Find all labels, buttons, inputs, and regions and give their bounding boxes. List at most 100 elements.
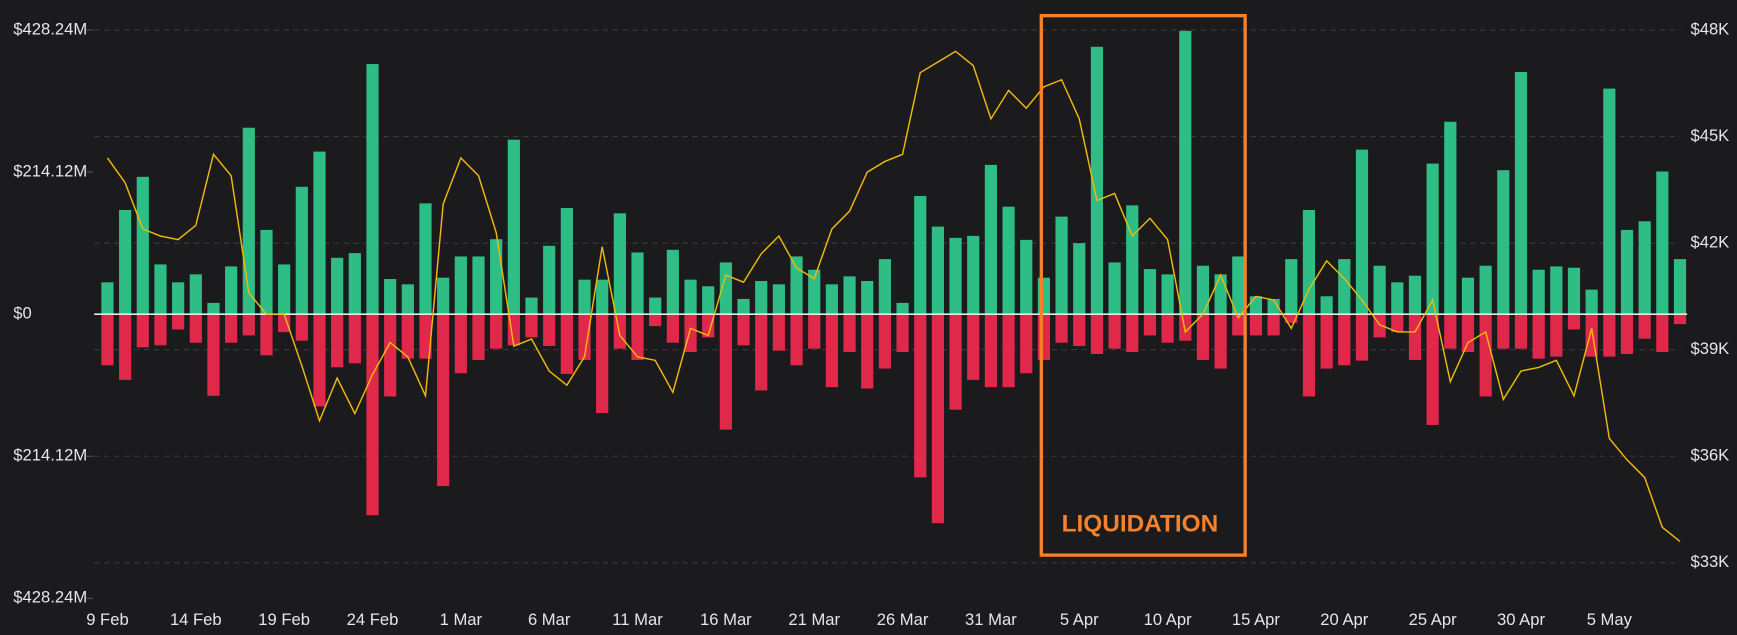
x-tick-label: 20 Apr	[1320, 610, 1368, 629]
bar	[1320, 296, 1333, 315]
bar	[808, 269, 821, 315]
bar	[755, 314, 768, 391]
bar	[1603, 314, 1616, 357]
bar	[1620, 229, 1634, 315]
bar	[702, 286, 715, 315]
x-tick-label: 31 Mar	[965, 610, 1017, 629]
bar	[101, 314, 114, 366]
x-tick-label: 30 Apr	[1497, 610, 1545, 629]
bar	[684, 279, 697, 315]
bar	[1108, 314, 1121, 349]
bar	[1285, 259, 1298, 315]
bar	[454, 314, 467, 374]
bar	[984, 314, 998, 388]
bar	[348, 314, 361, 364]
bar	[1585, 289, 1598, 315]
bar	[1055, 314, 1068, 343]
x-tick-label: 5 Apr	[1060, 610, 1099, 629]
bar	[808, 314, 821, 349]
bar	[1497, 170, 1510, 315]
bar	[772, 314, 785, 351]
bar	[1461, 277, 1475, 315]
bar	[1514, 314, 1528, 349]
annotation-box	[1039, 13, 1247, 557]
bar	[525, 297, 538, 315]
bar	[437, 277, 450, 315]
bar	[1073, 243, 1086, 315]
bar	[949, 314, 962, 410]
bar	[578, 279, 591, 315]
bar	[490, 239, 503, 315]
bar	[967, 314, 980, 380]
bar	[454, 256, 467, 315]
y2-tick-label: $45K	[1690, 126, 1729, 145]
bar	[1550, 266, 1563, 315]
bar	[507, 139, 520, 315]
bar	[1196, 265, 1210, 315]
bar	[1338, 314, 1351, 366]
bar	[949, 237, 962, 315]
bar	[1532, 269, 1545, 315]
bar	[366, 314, 379, 516]
bar	[278, 264, 291, 315]
bar	[984, 164, 998, 315]
bar	[1444, 121, 1457, 315]
x-tick-label: 10 Apr	[1144, 610, 1192, 629]
bar	[1673, 259, 1687, 315]
x-tick-label: 6 Mar	[528, 610, 571, 629]
bar	[596, 279, 609, 315]
bar	[1479, 314, 1492, 397]
bar	[525, 314, 538, 338]
bar	[1673, 314, 1687, 325]
x-tick-label: 11 Mar	[612, 610, 663, 629]
bar	[772, 284, 785, 315]
y-tick-label: $428.24M	[13, 588, 87, 607]
x-tick-label: 26 Mar	[877, 610, 929, 629]
bar	[260, 314, 273, 356]
bar	[1196, 314, 1210, 360]
bar	[172, 314, 185, 330]
bar	[596, 314, 609, 414]
bar	[1090, 314, 1104, 354]
bar	[1408, 314, 1422, 360]
bar	[1179, 30, 1192, 315]
bar	[1302, 314, 1316, 397]
bar	[1267, 298, 1280, 315]
bar	[119, 210, 132, 315]
bar	[613, 213, 626, 315]
bar	[914, 314, 927, 478]
bar	[843, 276, 856, 315]
bar	[1550, 314, 1563, 357]
bar	[207, 302, 220, 315]
bar	[154, 264, 167, 315]
bar	[755, 281, 768, 315]
bar	[295, 186, 308, 315]
x-tick-label: 21 Mar	[788, 610, 840, 629]
x-tick-label: 15 Apr	[1232, 610, 1280, 629]
x-tick-label: 14 Feb	[170, 610, 222, 629]
bar	[136, 314, 149, 348]
bar	[1355, 314, 1369, 361]
bar	[1214, 274, 1227, 315]
bar	[861, 281, 874, 315]
bar	[631, 252, 644, 315]
bar	[1514, 71, 1528, 315]
bar	[878, 314, 891, 369]
bar	[437, 314, 450, 487]
bar	[1373, 265, 1386, 315]
bar	[1249, 296, 1263, 315]
bar	[1020, 314, 1033, 374]
bar	[119, 314, 132, 380]
y-tick-label: $428.24M	[13, 19, 87, 38]
bar	[331, 314, 344, 368]
bar	[560, 208, 573, 315]
bar	[242, 314, 255, 336]
bar	[189, 314, 202, 343]
bar	[1002, 206, 1015, 315]
bar	[401, 314, 414, 359]
bar	[737, 314, 750, 346]
bar	[419, 203, 432, 315]
bar	[1108, 262, 1121, 315]
bar	[1567, 267, 1581, 315]
bar	[242, 127, 255, 315]
